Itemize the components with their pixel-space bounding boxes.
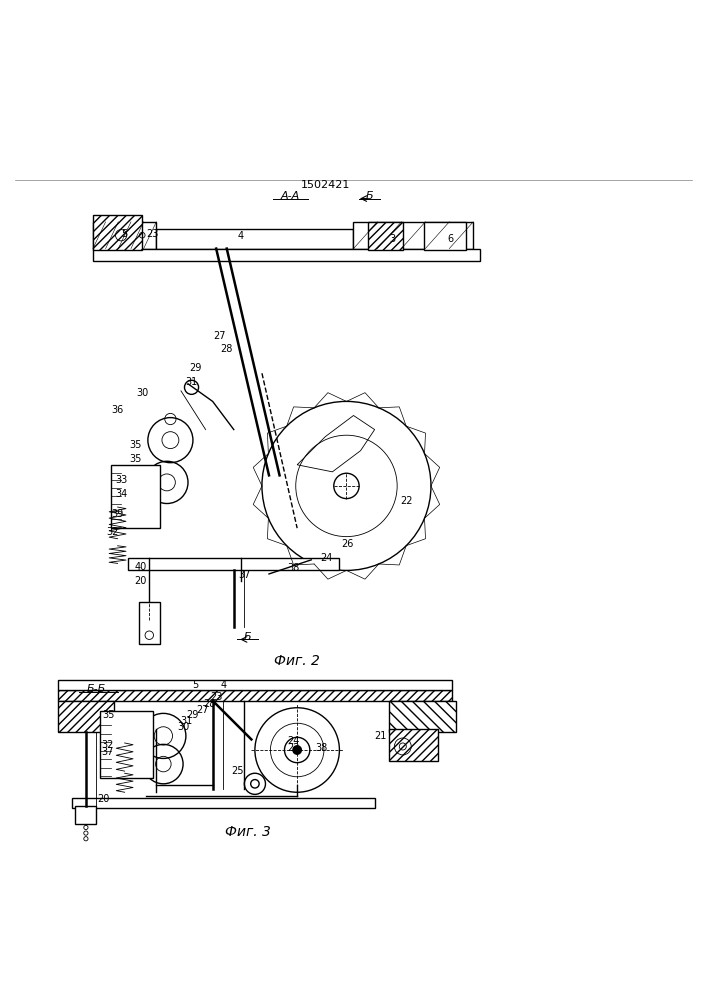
Text: 31: 31 <box>185 377 198 387</box>
Text: 35: 35 <box>129 440 141 450</box>
Bar <box>58 680 452 690</box>
Text: Фиг. 3: Фиг. 3 <box>225 825 271 839</box>
Text: 27: 27 <box>196 705 209 715</box>
Bar <box>139 602 160 644</box>
Text: Б: Б <box>244 632 252 642</box>
Text: 38: 38 <box>288 563 300 573</box>
Circle shape <box>293 746 301 754</box>
Text: 5: 5 <box>192 680 198 690</box>
Text: 36: 36 <box>112 405 124 415</box>
Text: 32: 32 <box>107 527 119 537</box>
Bar <box>93 215 142 250</box>
Text: 30: 30 <box>177 722 189 732</box>
Text: 31: 31 <box>180 716 193 726</box>
Bar <box>128 558 339 570</box>
Text: 4: 4 <box>220 680 226 690</box>
Text: 27: 27 <box>214 331 226 341</box>
Text: 25: 25 <box>231 766 243 776</box>
Text: 22: 22 <box>287 743 300 753</box>
Text: 24: 24 <box>288 736 300 746</box>
Text: 5: 5 <box>122 229 128 239</box>
Text: 38: 38 <box>316 743 328 753</box>
Bar <box>76 806 96 824</box>
Text: 35: 35 <box>129 454 141 464</box>
Text: Б-Б: Б-Б <box>87 684 106 694</box>
Text: 26: 26 <box>341 539 354 549</box>
Text: 23: 23 <box>146 229 159 239</box>
Bar <box>93 222 156 249</box>
Bar <box>93 249 480 261</box>
Text: 34: 34 <box>115 489 127 499</box>
Bar <box>389 729 438 761</box>
Text: А-А: А-А <box>281 191 300 201</box>
Bar <box>72 798 375 808</box>
Text: 40: 40 <box>135 562 147 572</box>
Text: 21: 21 <box>374 731 387 741</box>
Bar <box>424 222 466 250</box>
Bar <box>110 465 160 528</box>
Text: 35: 35 <box>103 710 115 720</box>
Text: 1502421: 1502421 <box>300 180 350 190</box>
Bar <box>100 711 153 778</box>
Text: 30: 30 <box>136 388 148 398</box>
Bar <box>58 690 452 701</box>
Text: Б: Б <box>366 191 373 201</box>
Text: 24: 24 <box>320 553 333 563</box>
Text: 20: 20 <box>134 576 147 586</box>
Bar <box>58 701 114 732</box>
Text: 37: 37 <box>238 570 250 580</box>
Text: 29: 29 <box>187 710 199 720</box>
Bar <box>156 229 354 249</box>
Text: 33: 33 <box>115 475 127 485</box>
Text: 20: 20 <box>98 794 110 804</box>
Text: 3: 3 <box>389 234 395 244</box>
Text: 6: 6 <box>448 234 454 244</box>
Text: 23: 23 <box>210 692 223 702</box>
Text: Фиг. 2: Фиг. 2 <box>274 654 320 668</box>
Text: 28: 28 <box>221 344 233 354</box>
Text: 22: 22 <box>400 496 413 506</box>
Bar <box>368 222 403 250</box>
Bar <box>354 222 473 249</box>
Bar <box>389 701 455 732</box>
Text: 28: 28 <box>204 699 216 709</box>
Text: 29: 29 <box>189 363 201 373</box>
Text: 39: 39 <box>112 509 124 519</box>
Text: 4: 4 <box>238 231 244 241</box>
Text: 32: 32 <box>101 740 113 750</box>
Text: 37: 37 <box>101 747 113 757</box>
